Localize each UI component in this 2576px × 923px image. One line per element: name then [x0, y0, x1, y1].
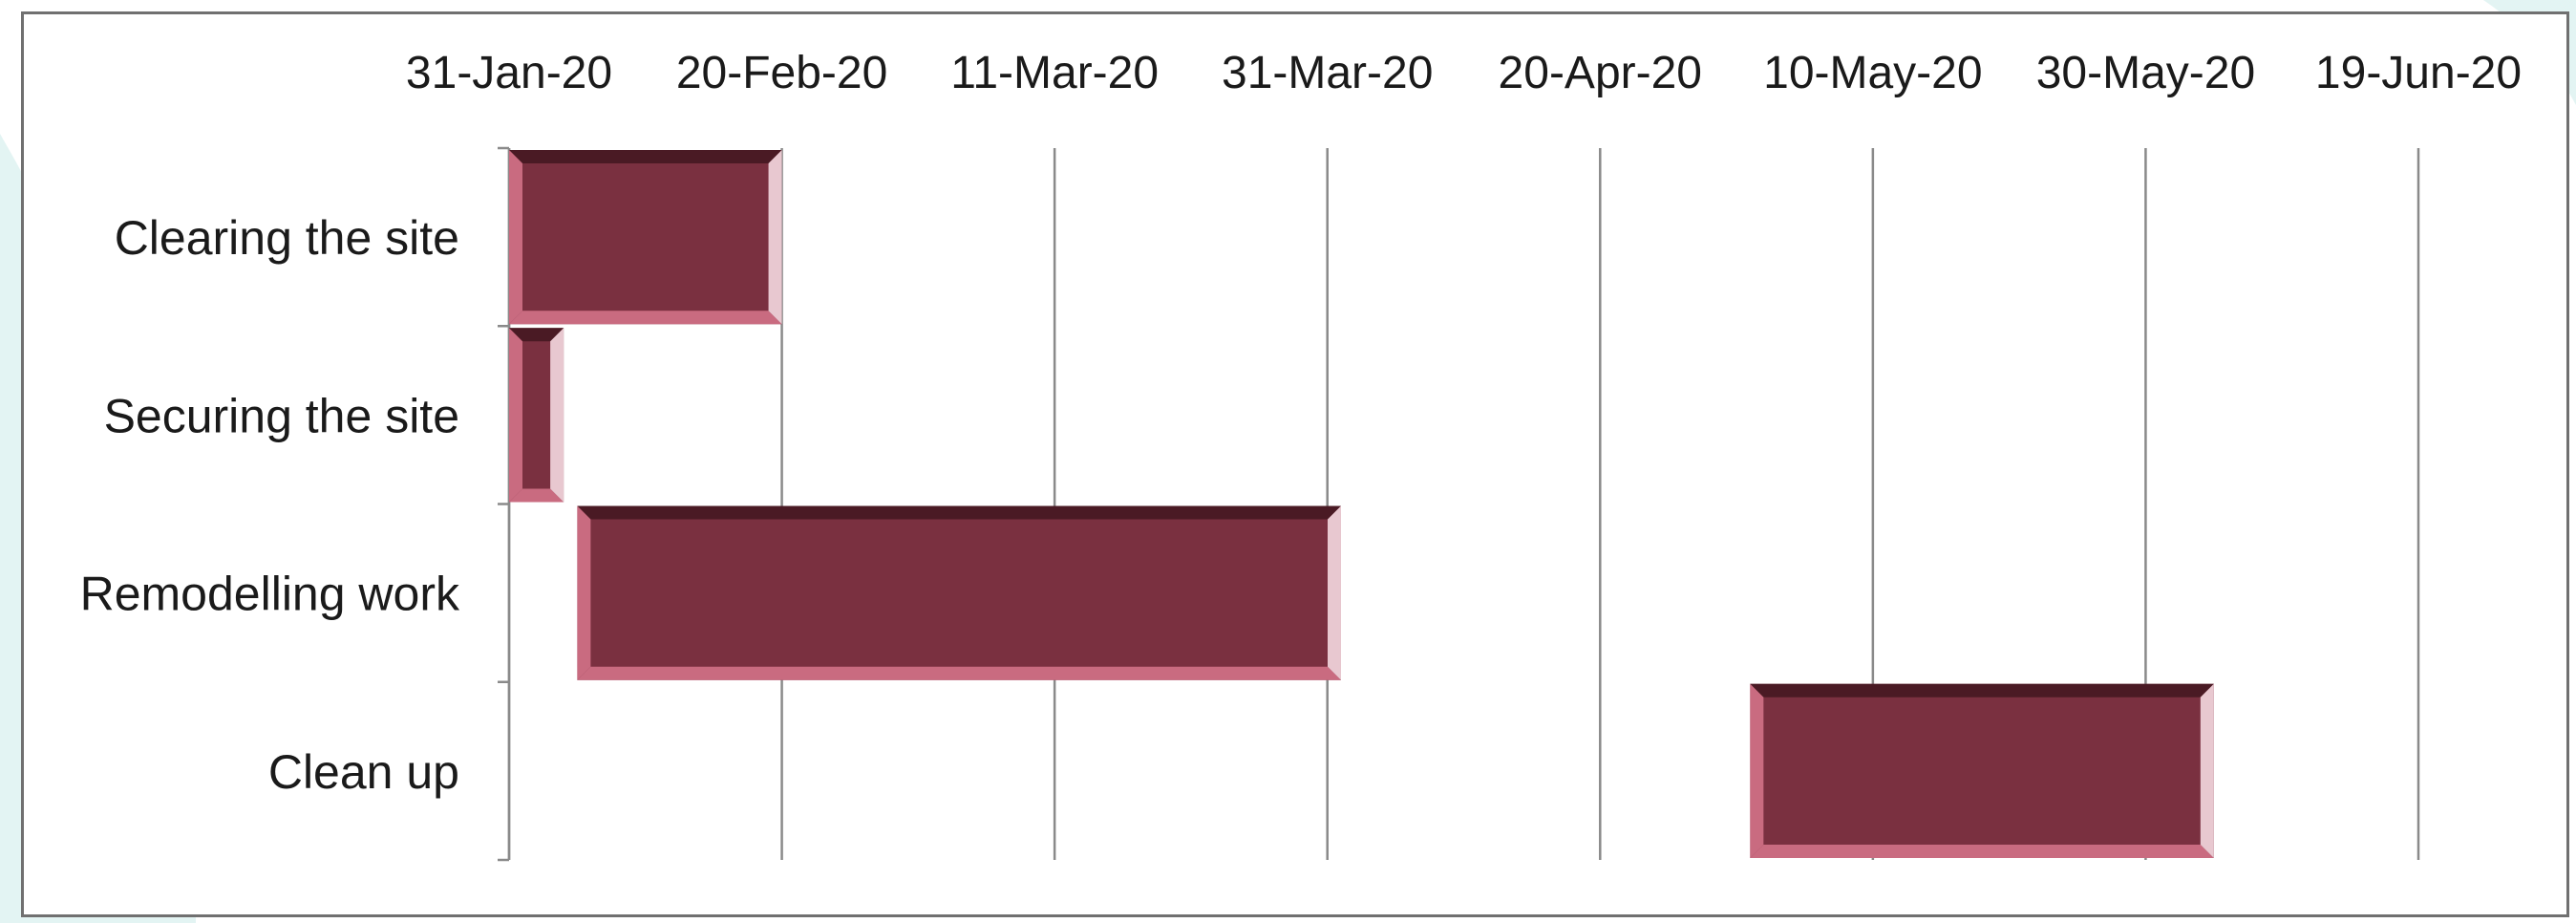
task-bar: [577, 505, 1341, 680]
task-bar-bevel-bottom: [509, 488, 564, 503]
x-tick-label: 31-Jan-20: [406, 48, 612, 98]
labels: 31-Jan-20 20-Feb-20 11-Mar-20 31-Mar-20 20-A…: [80, 48, 2522, 799]
x-tick-label: 30-May-20: [2036, 48, 2255, 98]
x-tick-label: 20-Apr-20: [1499, 48, 1702, 98]
task-bar-bevel-left: [509, 328, 522, 503]
task-bar-bevel-left: [1750, 683, 1764, 858]
task-bar-bevel-right: [2200, 683, 2214, 858]
task-bar-bevel-bottom: [509, 311, 782, 325]
category-label: Securing the site: [104, 389, 459, 442]
x-tick-label: 31-Mar-20: [1222, 48, 1433, 98]
x-tick-label: 11-Mar-20: [950, 48, 1159, 98]
task-bar-bevel-right: [550, 328, 564, 503]
task-bar: [509, 150, 782, 325]
task-bar-bevel-left: [509, 150, 522, 325]
x-tick-label: 19-Jun-20: [2315, 48, 2522, 98]
task-bar-bevel-top: [1750, 683, 2214, 698]
x-tick-label: 10-May-20: [1763, 48, 1982, 98]
task-bar-bevel-top: [509, 150, 782, 163]
task-bar-bevel-bottom: [1750, 845, 2214, 858]
task-bar-bevel-top: [577, 505, 1341, 520]
category-label: Clearing the site: [115, 211, 459, 265]
task-bars: [509, 150, 2214, 858]
task-bar: [509, 328, 564, 503]
category-label: Remodelling work: [80, 568, 460, 621]
task-bar-bevel-right: [1327, 505, 1341, 680]
task-bar: [1750, 683, 2214, 858]
task-bar-bevel-left: [577, 505, 591, 680]
axes: [498, 146, 511, 862]
category-label: Clean up: [268, 745, 459, 799]
task-bar-bevel-top: [509, 328, 564, 342]
task-bar-bevel-right: [768, 150, 782, 325]
task-bar-face: [1750, 683, 2214, 858]
task-bar-face: [577, 505, 1341, 680]
task-bar-face: [509, 150, 782, 325]
x-tick-label: 20-Feb-20: [676, 48, 887, 98]
task-bar-bevel-bottom: [577, 666, 1341, 680]
